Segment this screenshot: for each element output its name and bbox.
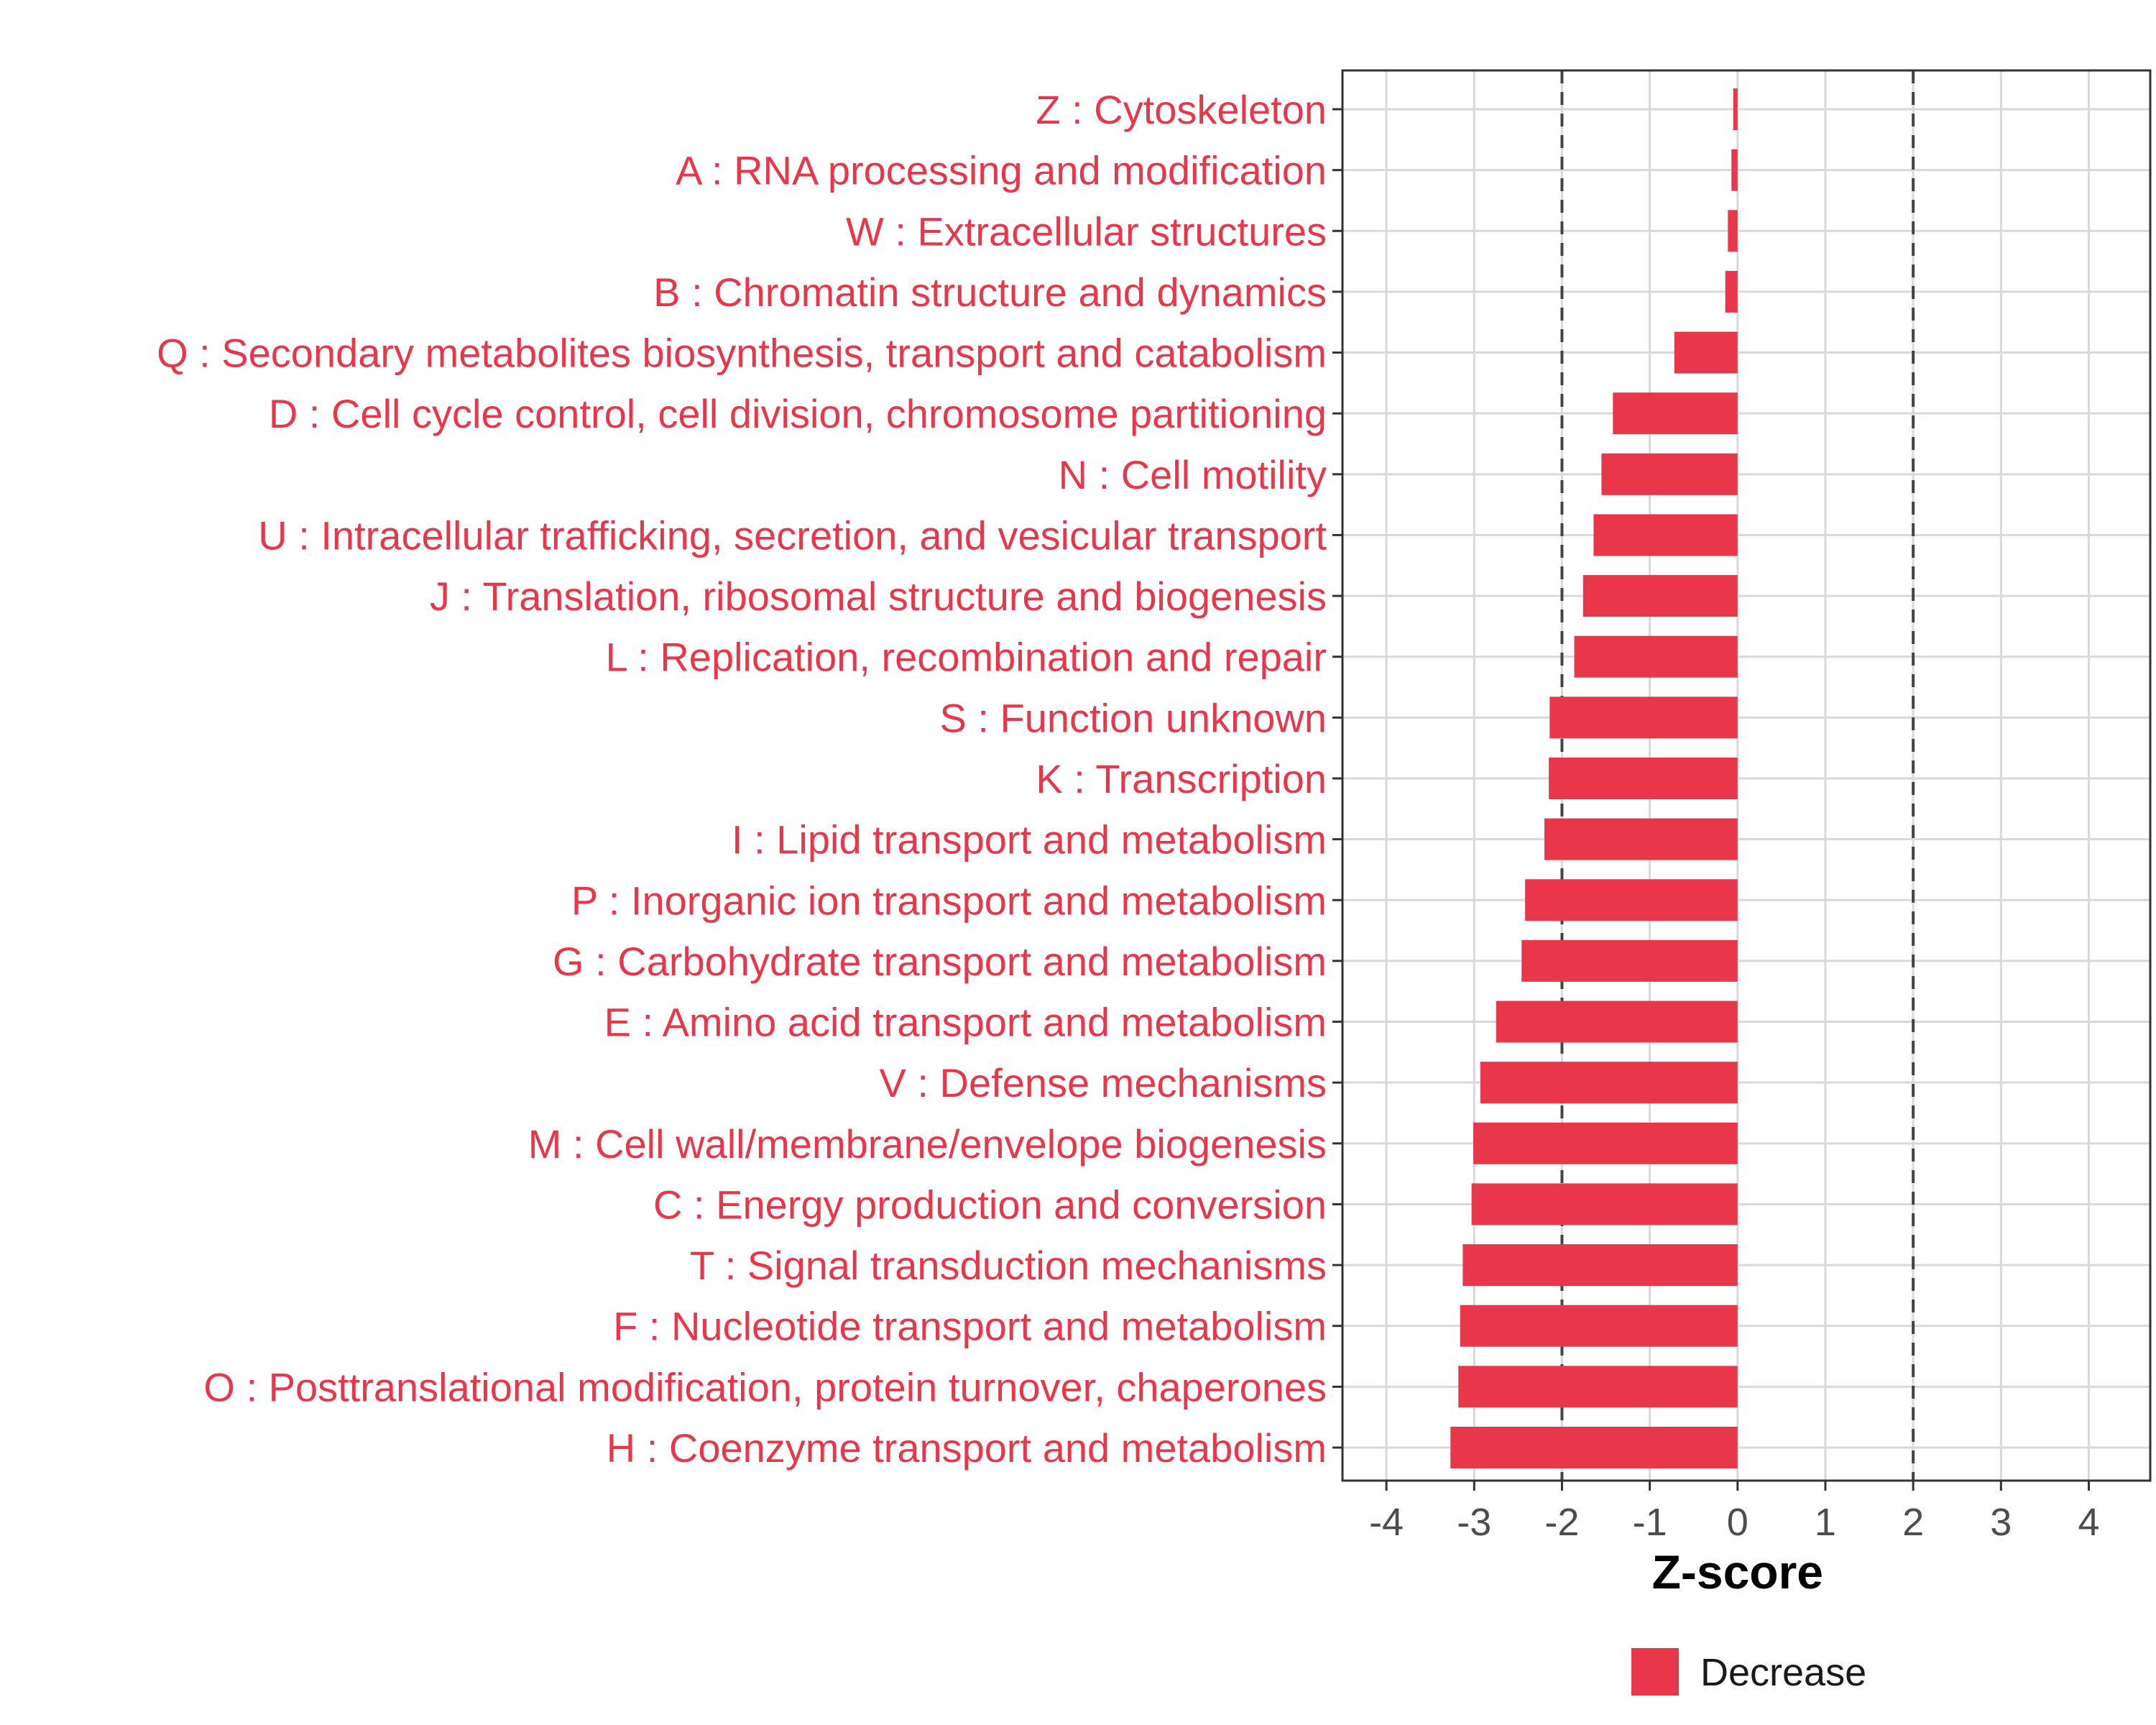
category-label: V : Defense mechanisms — [880, 1060, 1327, 1105]
bar — [1728, 210, 1738, 252]
category-label: Q : Secondary metabolites biosynthesis, … — [157, 331, 1327, 376]
category-label: C : Energy production and conversion — [653, 1182, 1327, 1227]
category-label: S : Function unknown — [939, 695, 1327, 740]
category-label: A : RNA processing and modification — [676, 148, 1327, 193]
bar — [1496, 1000, 1738, 1043]
bar — [1593, 514, 1738, 556]
category-label: Z : Cytoskeleton — [1036, 87, 1327, 132]
category-label: M : Cell wall/membrane/envelope biogenes… — [528, 1121, 1327, 1167]
x-tick-label: 3 — [1990, 1501, 2012, 1544]
y-axis-ticks — [1332, 108, 1342, 1449]
grid-layer — [1342, 70, 2150, 1481]
bar — [1480, 1062, 1738, 1104]
category-label: I : Lipid transport and metabolism — [732, 817, 1327, 862]
bar — [1613, 392, 1738, 435]
category-label: W : Extracellular structures — [846, 208, 1327, 254]
x-axis-title: Z-score — [1652, 1545, 1823, 1598]
bar — [1583, 575, 1738, 617]
bar — [1601, 453, 1738, 495]
category-label: U : Intracellular trafficking, secretion… — [258, 512, 1327, 558]
category-label: O : Posttranslational modification, prot… — [203, 1364, 1327, 1409]
category-label: D : Cell cycle control, cell division, c… — [269, 391, 1327, 436]
category-label: L : Replication, recombination and repai… — [606, 635, 1327, 680]
bar — [1525, 879, 1738, 921]
bar — [1462, 1244, 1738, 1287]
x-tick-label: 4 — [2078, 1501, 2099, 1544]
bar — [1731, 149, 1738, 191]
panel-border — [1341, 69, 2152, 1482]
x-axis-labels: -4 -3 -2 -1 0 1 2 3 4 — [1369, 1501, 2099, 1544]
category-label: B : Chromatin structure and dynamics — [653, 270, 1327, 315]
category-label: P : Inorganic ion transport and metaboli… — [571, 878, 1327, 923]
category-label: H : Coenzyme transport and metabolism — [607, 1425, 1327, 1471]
bar — [1549, 696, 1738, 739]
bar — [1733, 88, 1738, 130]
x-tick-label: -4 — [1369, 1501, 1404, 1544]
x-tick-label: -3 — [1457, 1501, 1491, 1544]
category-label: G : Carbohydrate transport and metabolis… — [553, 939, 1327, 984]
bar — [1574, 635, 1738, 678]
bar — [1450, 1427, 1738, 1468]
bar — [1725, 270, 1738, 313]
legend-label-decrease: Decrease — [1700, 1651, 1866, 1694]
bar — [1471, 1183, 1738, 1225]
bar — [1521, 939, 1738, 982]
y-axis-labels: Z : Cytoskeleton A : RNA processing and m… — [157, 87, 1327, 1471]
x-tick-label: 2 — [1902, 1501, 1924, 1544]
x-tick-label: -2 — [1544, 1501, 1579, 1544]
bar — [1473, 1122, 1738, 1164]
category-label: E : Amino acid transport and metabolism — [604, 1000, 1327, 1045]
bar — [1460, 1305, 1738, 1347]
category-label: T : Signal transduction mechanisms — [690, 1243, 1327, 1288]
x-tick-label: 0 — [1727, 1501, 1749, 1544]
bar — [1544, 818, 1738, 860]
x-axis-ticks — [1385, 1481, 2090, 1491]
category-label: J : Translation, ribosomal structure and… — [430, 574, 1327, 619]
category-label: K : Transcription — [1036, 756, 1327, 801]
category-label: N : Cell motility — [1059, 452, 1327, 497]
x-tick-label: 1 — [1815, 1501, 1836, 1544]
x-tick-label: -1 — [1633, 1501, 1667, 1544]
category-label: F : Nucleotide transport and metabolism — [613, 1304, 1327, 1349]
bars — [1450, 88, 1738, 1468]
bar — [1674, 331, 1738, 374]
bar — [1549, 758, 1738, 799]
legend: Decrease — [1631, 1648, 1866, 1696]
bar — [1458, 1366, 1738, 1408]
legend-swatch-decrease — [1631, 1648, 1679, 1696]
